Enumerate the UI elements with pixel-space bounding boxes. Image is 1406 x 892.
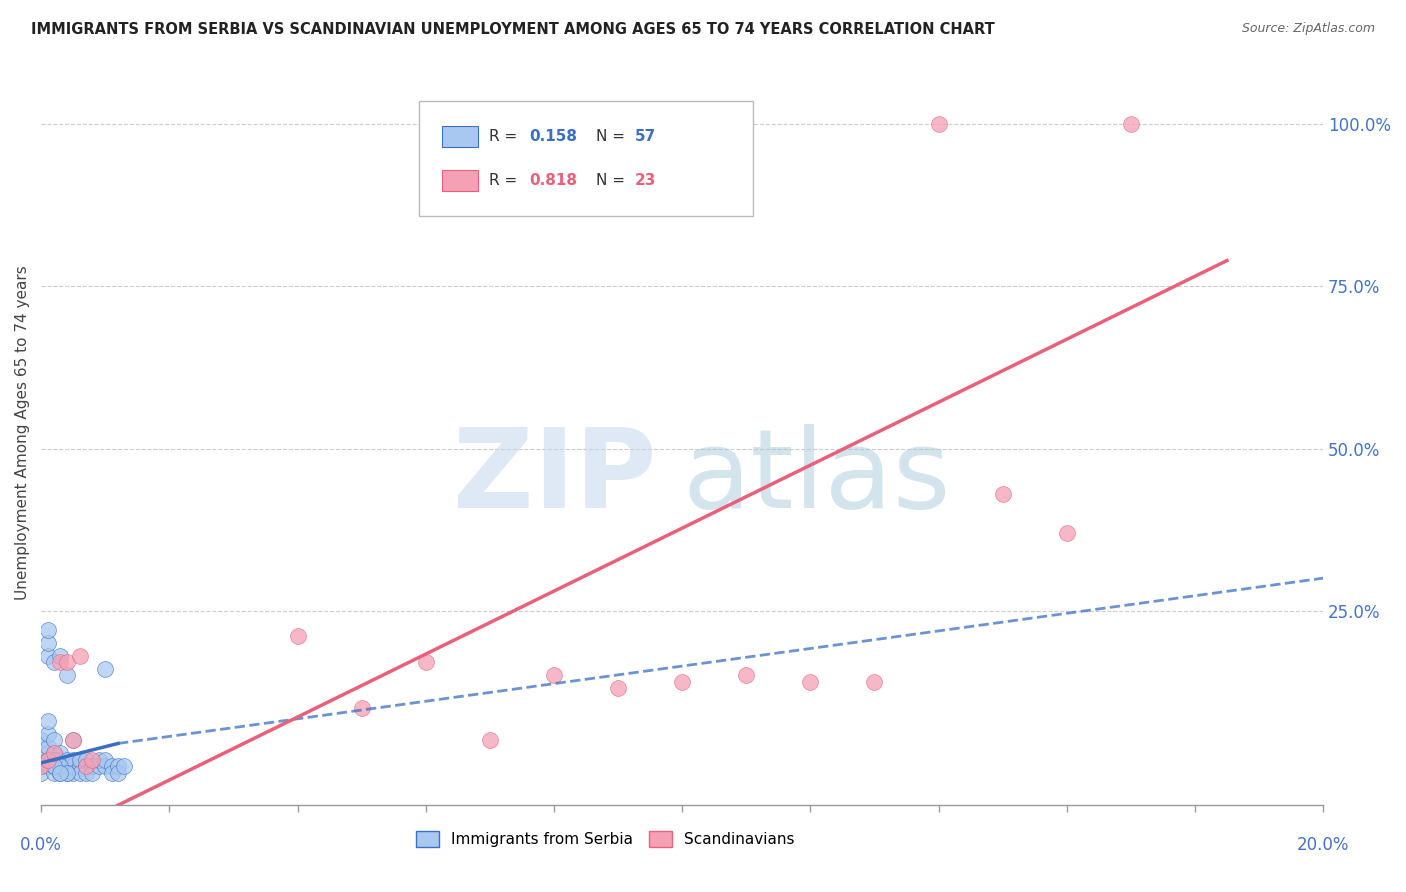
Point: [94, 759, 117, 773]
Text: 0.818: 0.818: [530, 173, 578, 188]
Point: [49, 746, 72, 760]
Point: [100, 759, 122, 773]
Point: [42, 753, 65, 767]
Point: [82, 753, 104, 767]
Point: [37, 753, 59, 767]
Point: [75, 753, 97, 767]
Point: [69, 648, 91, 663]
Text: 20.0%: 20.0%: [1296, 836, 1350, 854]
Point: [62, 765, 84, 780]
Bar: [443, 170, 478, 191]
Point: [478, 733, 501, 747]
Point: [55, 753, 77, 767]
Text: N =: N =: [596, 173, 630, 188]
Point: [37, 714, 59, 728]
Point: [49, 765, 72, 780]
Point: [287, 630, 309, 644]
Point: [30, 765, 52, 780]
Point: [928, 117, 950, 131]
Point: [42, 759, 65, 773]
Text: R =: R =: [488, 173, 522, 188]
Point: [94, 753, 117, 767]
Text: atlas: atlas: [682, 424, 950, 531]
Point: [55, 759, 77, 773]
Point: [107, 759, 129, 773]
Point: [69, 759, 91, 773]
Point: [30, 759, 52, 773]
Point: [42, 746, 65, 760]
Text: 23: 23: [634, 173, 657, 188]
Point: [991, 487, 1014, 501]
Point: [75, 765, 97, 780]
Point: [37, 753, 59, 767]
Point: [69, 765, 91, 780]
Point: [30, 759, 52, 773]
Point: [55, 765, 77, 780]
Point: [350, 700, 373, 714]
Y-axis label: Unemployment Among Ages 65 to 74 years: Unemployment Among Ages 65 to 74 years: [15, 265, 30, 599]
Point: [49, 656, 72, 670]
Point: [37, 739, 59, 754]
Point: [42, 656, 65, 670]
Point: [55, 656, 77, 670]
Point: [42, 759, 65, 773]
Point: [37, 753, 59, 767]
Point: [799, 674, 821, 689]
Text: N =: N =: [596, 128, 630, 144]
Point: [37, 636, 59, 650]
Text: 0.158: 0.158: [530, 128, 578, 144]
Text: 57: 57: [634, 128, 657, 144]
Point: [1119, 117, 1142, 131]
Text: ZIP: ZIP: [453, 424, 657, 531]
Point: [62, 733, 84, 747]
Point: [30, 746, 52, 760]
Point: [735, 668, 758, 682]
Text: Source: ZipAtlas.com: Source: ZipAtlas.com: [1241, 22, 1375, 36]
Point: [49, 765, 72, 780]
Point: [37, 727, 59, 741]
Point: [94, 662, 117, 676]
Point: [30, 753, 52, 767]
Point: [42, 759, 65, 773]
Point: [42, 753, 65, 767]
Text: 0.0%: 0.0%: [20, 836, 62, 854]
Point: [75, 759, 97, 773]
Point: [62, 733, 84, 747]
Point: [42, 733, 65, 747]
Point: [87, 759, 110, 773]
Point: [87, 753, 110, 767]
Point: [107, 765, 129, 780]
Point: [607, 681, 630, 696]
Point: [30, 733, 52, 747]
Point: [42, 746, 65, 760]
Point: [49, 759, 72, 773]
FancyBboxPatch shape: [419, 101, 752, 216]
Point: [114, 759, 136, 773]
Point: [37, 648, 59, 663]
Point: [82, 759, 104, 773]
Point: [62, 759, 84, 773]
Point: [49, 753, 72, 767]
Point: [49, 648, 72, 663]
Point: [37, 623, 59, 637]
Point: [55, 668, 77, 682]
Point: [75, 759, 97, 773]
Bar: [443, 126, 478, 146]
Point: [37, 759, 59, 773]
Point: [62, 753, 84, 767]
Legend: Immigrants from Serbia, Scandinavians: Immigrants from Serbia, Scandinavians: [411, 825, 800, 854]
Point: [1056, 525, 1078, 540]
Point: [671, 674, 693, 689]
Point: [82, 765, 104, 780]
Point: [49, 759, 72, 773]
Point: [100, 765, 122, 780]
Point: [55, 765, 77, 780]
Text: IMMIGRANTS FROM SERBIA VS SCANDINAVIAN UNEMPLOYMENT AMONG AGES 65 TO 74 YEARS CO: IMMIGRANTS FROM SERBIA VS SCANDINAVIAN U…: [31, 22, 994, 37]
Point: [415, 656, 437, 670]
Point: [69, 753, 91, 767]
Point: [863, 674, 886, 689]
Text: R =: R =: [488, 128, 522, 144]
Point: [42, 765, 65, 780]
Point: [543, 668, 565, 682]
